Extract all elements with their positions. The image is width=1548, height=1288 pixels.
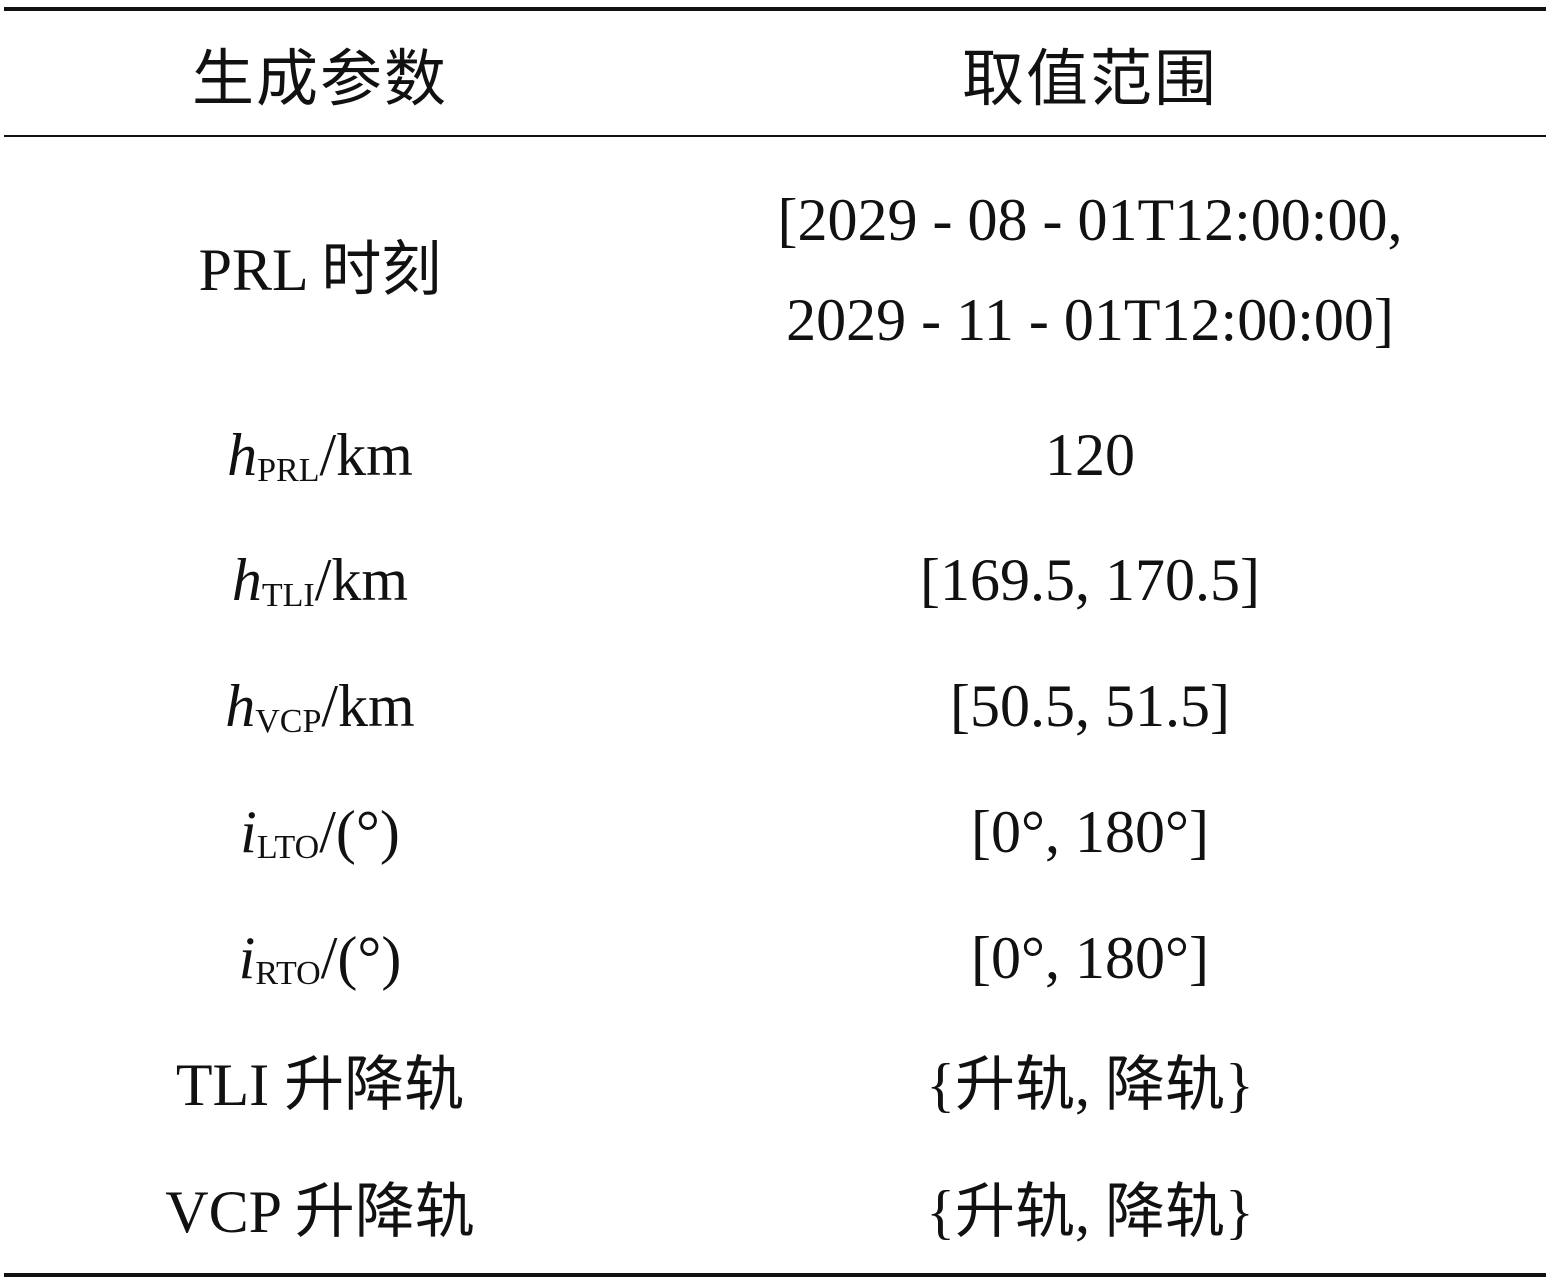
symbol: i (240, 799, 257, 865)
symbol: i (238, 925, 256, 991)
row-prl-time-param: PRL 时刻 (198, 237, 442, 303)
unit: /(°) (319, 799, 400, 865)
row-tli-node-param: TLI 升降轨 (175, 1052, 465, 1118)
range-line-2: 2029 - 11 - 01T12:00:00] (786, 287, 1394, 353)
row-h-prl-param: h PRL/km (0, 415, 640, 495)
table-bottom-rule (4, 1273, 1546, 1277)
row-vcp-node-param: VCP 升降轨 (165, 1179, 475, 1245)
row-i-rto-param: i RTO/(°) (0, 918, 640, 998)
symbol: h (227, 422, 258, 488)
subscript: PRL (257, 452, 320, 489)
subscript: RTO (255, 955, 321, 992)
unit: /(°) (320, 925, 402, 991)
unit: /km (319, 422, 413, 488)
row-h-tli-param: h TLI/km (0, 540, 640, 620)
unit: /km (314, 547, 409, 613)
subscript: VCP (255, 703, 322, 740)
header-range: 取值范围 (961, 46, 1218, 114)
row-h-vcp-param: h VCP/km (0, 666, 640, 746)
table-header-rule (4, 135, 1546, 137)
row-i-lto-range: [0°, 180°] (971, 799, 1209, 865)
header-param: 生成参数 (191, 46, 448, 114)
row-vcp-node-range: {升轨, 降轨} (926, 1179, 1254, 1245)
subscript: TLI (261, 577, 315, 614)
unit: /km (321, 673, 415, 739)
row-prl-time-range: [2029 - 08 - 01T12:00:00, 2029 - 11 - 01… (640, 180, 1540, 360)
symbol: h (231, 547, 262, 613)
table-top-rule (4, 7, 1546, 11)
row-h-tli-range: [169.5, 170.5] (920, 547, 1260, 613)
row-i-lto-param: i LTO/(°) (0, 792, 640, 872)
range-line-1: [2029 - 08 - 01T12:00:00, (777, 187, 1403, 253)
subscript: LTO (256, 829, 320, 866)
row-i-rto-range: [0°, 180°] (971, 925, 1209, 991)
row-tli-node-range: {升轨, 降轨} (926, 1052, 1254, 1118)
symbol: h (225, 673, 256, 739)
row-h-prl-range: 120 (1045, 422, 1135, 488)
row-h-vcp-range: [50.5, 51.5] (950, 673, 1230, 739)
